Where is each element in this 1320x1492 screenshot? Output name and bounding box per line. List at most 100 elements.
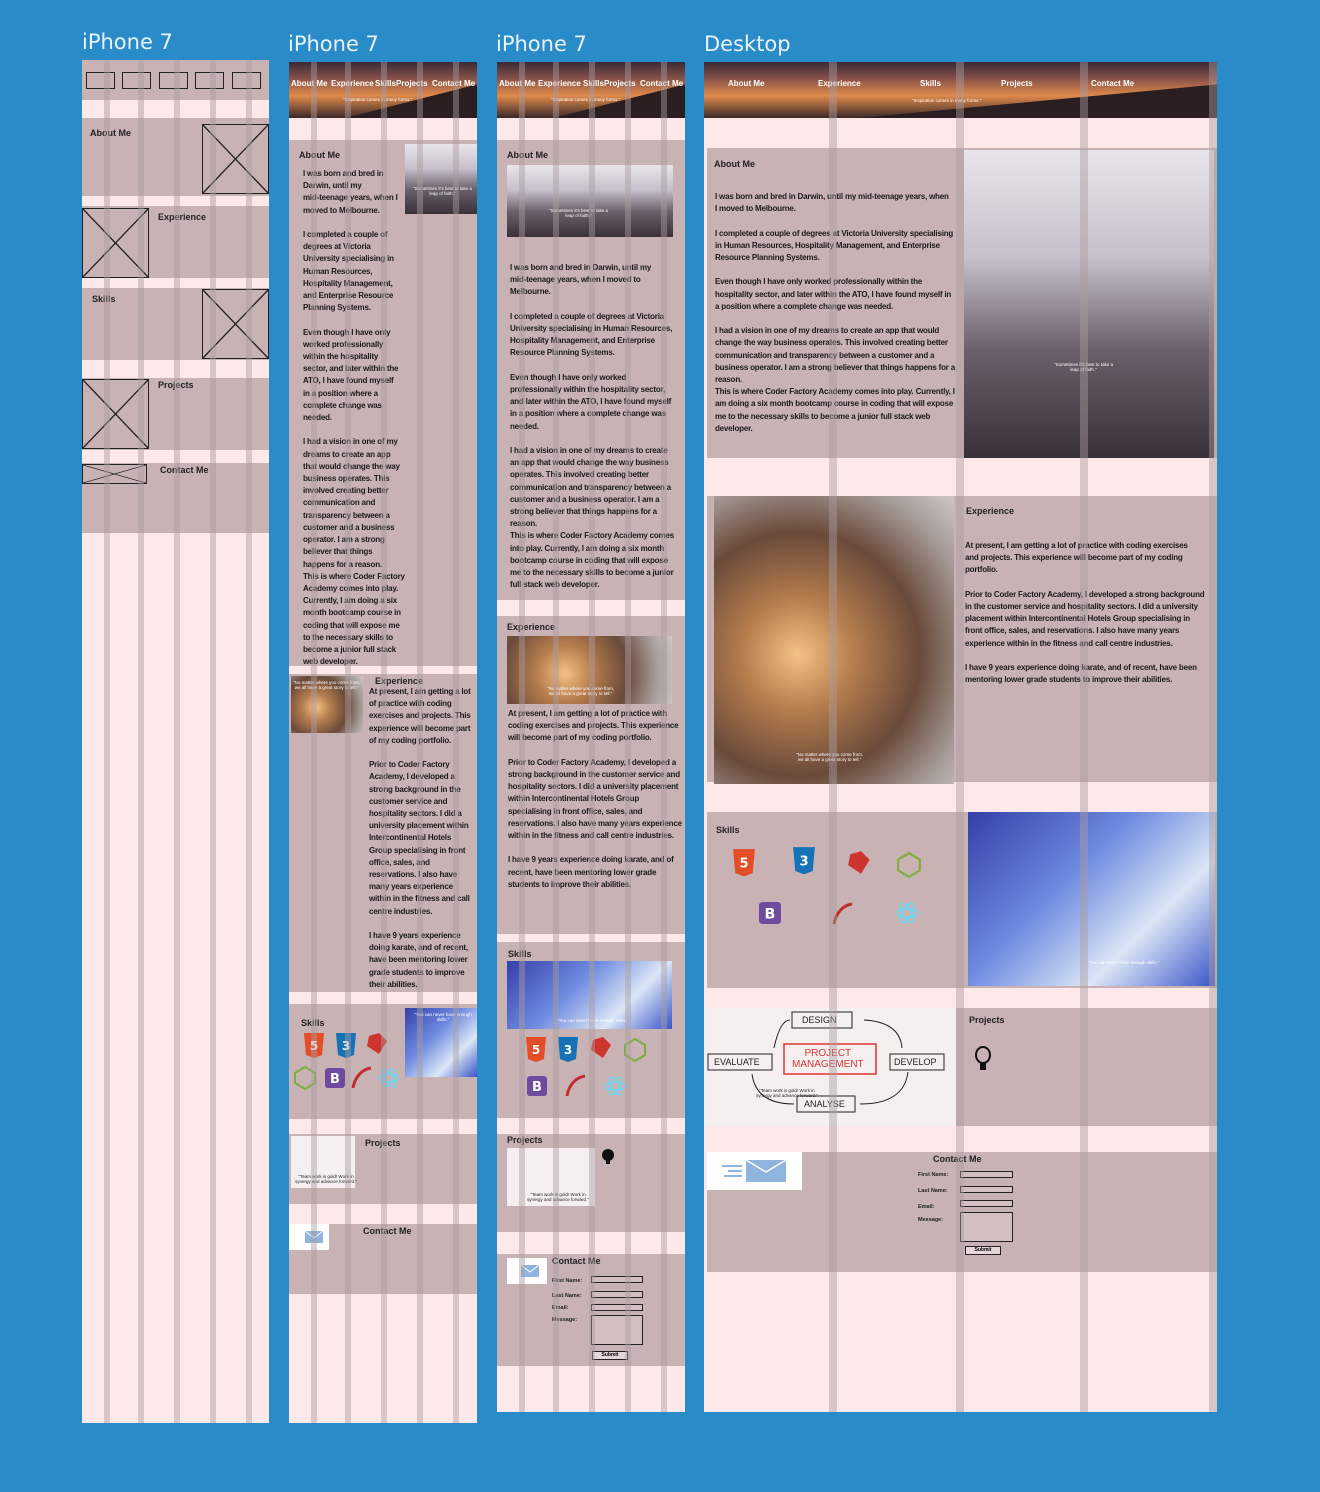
- nav-projects[interactable]: Projects: [1001, 79, 1033, 88]
- nav-experience[interactable]: Experience: [331, 79, 374, 88]
- first-name-field[interactable]: [960, 1171, 1013, 1178]
- contact-image-placeholder: [82, 464, 147, 484]
- nav-contact[interactable]: Contact Me: [640, 79, 684, 88]
- nav-section: [82, 60, 269, 100]
- nav-contact[interactable]: Contact Me: [432, 79, 476, 88]
- about-text: I was born and bred in Darwin, until my …: [303, 169, 405, 667]
- bootstrap-icon: B: [325, 1068, 345, 1088]
- artboard-title-2: iPhone 7: [288, 32, 379, 56]
- experience-image: [714, 496, 954, 784]
- hero-tagline: "Inspiration comes in many forms.": [343, 97, 413, 102]
- experience-text: At present, I am getting a lot of practi…: [508, 709, 682, 889]
- nav-box-1[interactable]: [86, 72, 115, 89]
- artboard-desktop[interactable]: About Me Experience Skills Projects Cont…: [704, 62, 1217, 1412]
- nav-projects[interactable]: Projects: [604, 79, 636, 88]
- about-image: [405, 144, 477, 214]
- last-name-field[interactable]: [591, 1291, 643, 1298]
- skills-label: Skills: [508, 949, 532, 959]
- email-label: Email:: [552, 1305, 569, 1311]
- ruby-icon: [589, 1036, 615, 1062]
- pm-analyse: ANALYSE: [804, 1099, 845, 1109]
- rails-icon: [565, 1074, 587, 1098]
- email-field[interactable]: [960, 1200, 1013, 1207]
- svg-text:B: B: [532, 1080, 542, 1095]
- projects-label: Projects: [969, 1015, 1005, 1025]
- email-field[interactable]: [591, 1304, 643, 1311]
- nav-skills[interactable]: Skills: [920, 79, 941, 88]
- skills-caption: "You can never have enough skills.": [557, 1018, 629, 1023]
- nodejs-icon: [623, 1037, 647, 1063]
- react-icon: [377, 1066, 401, 1090]
- svg-text:3: 3: [564, 1043, 572, 1057]
- github-icon[interactable]: [975, 1046, 991, 1070]
- nav-box-4[interactable]: [195, 72, 224, 89]
- experience-text: At present, I am getting a lot of practi…: [369, 687, 471, 989]
- projects-image: DESIGN DEVELOP ANALYSE EVALUATE PROJECT …: [704, 1008, 956, 1126]
- submit-button[interactable]: Submit: [965, 1246, 1001, 1255]
- nav-box-3[interactable]: [159, 72, 188, 89]
- about-image: [964, 150, 1214, 458]
- hero-banner: [497, 62, 685, 118]
- first-name-field[interactable]: [591, 1276, 643, 1283]
- pm-evaluate: EVALUATE: [714, 1057, 760, 1067]
- skills-image: [507, 961, 672, 1029]
- artboard-wireframe[interactable]: About Me Experience Skills Projects Cont…: [82, 60, 269, 1423]
- pm-center: PROJECT MANAGEMENT: [792, 1048, 864, 1070]
- about-text: I was born and bred in Darwin, until my …: [510, 263, 675, 590]
- about-caption: "Sometimes it's best to take a leap of f…: [1054, 362, 1113, 372]
- about-caption: "Sometimes it's best to take a leap of f…: [413, 186, 472, 196]
- hero-banner: [289, 62, 477, 118]
- artboard-title-1: iPhone 7: [82, 30, 173, 54]
- nav-contact[interactable]: Contact Me: [1091, 79, 1135, 88]
- about-label: About Me: [90, 128, 131, 138]
- experience-text: At present, I am getting a lot of practi…: [965, 541, 1205, 685]
- bootstrap-icon: B: [527, 1076, 547, 1096]
- nav-about[interactable]: About Me: [291, 79, 328, 88]
- experience-caption: "No matter where you come from, we all h…: [796, 752, 864, 762]
- submit-button[interactable]: Submit: [592, 1351, 628, 1360]
- experience-label: Experience: [966, 506, 1015, 516]
- nav-box-2[interactable]: [122, 72, 151, 89]
- svg-text:5: 5: [310, 1039, 318, 1053]
- nav-skills[interactable]: Skills: [375, 79, 396, 88]
- experience-label: Experience: [158, 212, 207, 222]
- svg-text:3: 3: [342, 1039, 350, 1053]
- skills-image: [405, 1008, 477, 1077]
- experience-image-placeholder: [82, 208, 149, 278]
- mail-icon: [297, 1230, 325, 1244]
- message-field[interactable]: [960, 1212, 1013, 1242]
- artboard-mobile-a[interactable]: About Me Experience Skills Projects Cont…: [289, 62, 477, 1423]
- html-icon: 5: [525, 1036, 547, 1062]
- about-label: About Me: [714, 159, 755, 169]
- projects-image: [291, 1136, 355, 1188]
- about-image: [507, 165, 673, 237]
- projects-caption: "Team work is gold! Work in synergy and …: [527, 1192, 589, 1202]
- artboard-mobile-b[interactable]: About Me Experience Skills Projects Cont…: [497, 62, 685, 1412]
- contact-label: Contact Me: [363, 1226, 412, 1236]
- projects-label: Projects: [158, 380, 194, 390]
- nodejs-icon: [896, 851, 922, 879]
- contact-label: Contact Me: [552, 1256, 601, 1266]
- email-label: Email:: [918, 1204, 935, 1210]
- github-icon[interactable]: [601, 1148, 615, 1164]
- skills-label: Skills: [716, 825, 740, 835]
- nav-projects[interactable]: Projects: [396, 79, 428, 88]
- svg-text:3: 3: [799, 855, 808, 870]
- message-field[interactable]: [591, 1315, 643, 1345]
- experience-caption: "No matter where you come from, we all h…: [293, 680, 361, 690]
- react-icon: [894, 900, 920, 926]
- hero-banner: [704, 62, 1217, 118]
- last-name-field[interactable]: [960, 1186, 1013, 1193]
- nav-box-5[interactable]: [232, 72, 261, 89]
- artboard-title-3: iPhone 7: [496, 32, 587, 56]
- experience-label: Experience: [375, 676, 424, 686]
- nav-skills[interactable]: Skills: [583, 79, 604, 88]
- projects-caption: "Team work is gold! Work in synergy and …: [295, 1174, 357, 1184]
- html-icon: 5: [303, 1032, 325, 1058]
- nav-experience[interactable]: Experience: [818, 79, 861, 88]
- last-name-label: Last Name:: [918, 1188, 948, 1194]
- nav-about[interactable]: About Me: [499, 79, 536, 88]
- nav-experience[interactable]: Experience: [538, 79, 581, 88]
- nav-about[interactable]: About Me: [728, 79, 765, 88]
- last-name-label: Last Name:: [552, 1293, 582, 1299]
